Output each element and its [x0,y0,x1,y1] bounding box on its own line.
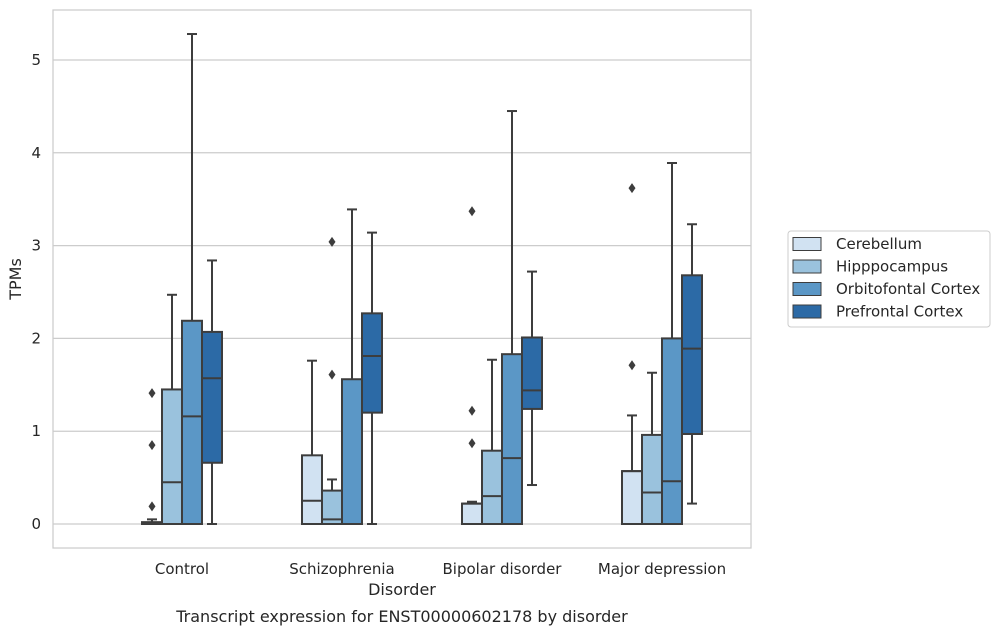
legend-swatch [792,237,822,251]
box-hipppocampus-2 [481,358,503,525]
legend-frame [787,230,991,328]
legend-label: Hipppocampus [836,258,948,276]
legend-label: Orbitofontal Cortex [836,280,980,298]
x-tick-label: Control [155,560,209,578]
box-orbitofontal-cortex-2 [501,110,523,525]
x-tick-label: Schizophrenia [289,560,394,578]
box-body [641,433,663,525]
outlier-point [628,360,636,371]
box-orbitofontal-cortex-1 [341,208,363,525]
box-body [361,312,383,414]
boxes [141,33,703,526]
box-body [201,330,223,464]
outlier-point [468,405,476,416]
box-body [161,388,183,525]
legend-label: Cerebellum [836,235,922,253]
box-cerebellum-3 [621,183,643,526]
outlier-point [148,501,156,512]
legend-label: Prefrontal Cortex [836,303,963,321]
y-tick-label: 0 [31,515,41,533]
chart-caption: Transcript expression for ENST0000060217… [175,607,628,626]
outlier-point [468,206,476,217]
x-axis-title: Disorder [368,580,436,599]
box-body [501,353,523,525]
y-tick-label: 5 [31,51,41,69]
outlier-point [148,388,156,399]
outlier-point [328,369,336,380]
box-body [341,378,363,525]
box-prefrontal-cortex-0 [201,259,223,525]
x-tick-label: Major depression [598,560,726,578]
box-body [681,274,703,435]
y-tick-label: 1 [31,422,41,440]
outlier-point [328,236,336,247]
box-body [461,502,483,526]
legend-swatch [792,282,822,296]
x-ticks: Control Schizophrenia Bipolar disorder Majo… [155,560,726,578]
legend-swatch [792,304,822,319]
box-prefrontal-cortex-2 [521,270,543,487]
outlier-point [468,438,476,449]
y-tick-label: 3 [31,237,41,255]
box-prefrontal-cortex-3 [681,223,703,505]
box-body [521,336,543,410]
outlier-point [628,183,636,194]
plot-frame [52,9,752,549]
box-prefrontal-cortex-1 [361,231,383,525]
box-body [621,470,643,526]
legend: Cerebellum Hipppocampus Orbitofontal Corte… [787,230,991,328]
y-axis-title: TPMs [6,258,25,301]
legend-swatch [792,259,822,274]
y-ticks: 0 1 2 3 4 5 [31,51,41,533]
box-orbitofontal-cortex-0 [181,33,203,525]
y-tick-label: 4 [31,144,41,162]
box-body [301,454,323,525]
x-tick-label: Bipolar disorder [443,560,563,578]
box-body [481,449,503,525]
box-cerebellum-2 [461,206,483,526]
box-body [661,337,683,525]
outlier-point [148,440,156,451]
y-tick-label: 2 [31,329,41,347]
box-body [181,319,203,525]
